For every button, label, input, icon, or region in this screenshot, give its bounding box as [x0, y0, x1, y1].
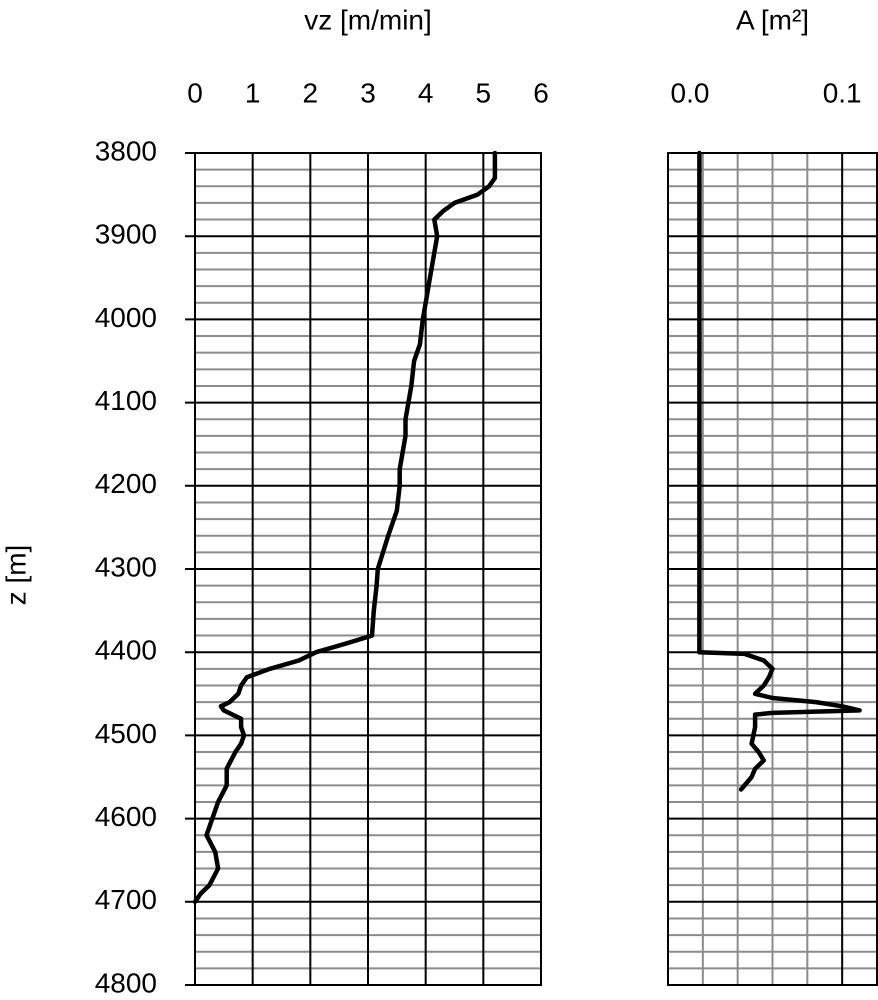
- x-tick-label: 4: [418, 77, 434, 108]
- y-tick-label: 4300: [95, 551, 157, 582]
- y-tick-label: 4600: [95, 801, 157, 832]
- x-axis-title: A [m²]: [736, 4, 809, 35]
- y-tick-label: 4200: [95, 468, 157, 499]
- y-tick-label: 4400: [95, 635, 157, 666]
- plot-frame: [194, 152, 542, 986]
- y-tick-label: 4500: [95, 718, 157, 749]
- x-tick-label: 0.0: [671, 77, 710, 108]
- y-tick-label: 3800: [95, 135, 157, 166]
- plot-frame: [667, 152, 878, 986]
- y-tick-label: 4000: [95, 302, 157, 333]
- data-line: [697, 150, 862, 792]
- x-axis-title: vz [m/min]: [304, 4, 432, 35]
- x-tick-label: 2: [303, 77, 319, 108]
- y-tick-label: 3900: [95, 219, 157, 250]
- y-tick-label: 4800: [95, 967, 157, 998]
- x-tick-label: 0.1: [823, 77, 862, 108]
- y-axis-title: z [m]: [0, 545, 31, 606]
- data-line: [192, 150, 498, 905]
- x-tick-label: 3: [360, 77, 376, 108]
- x-tick-label: 6: [533, 77, 549, 108]
- y-tick-label: 4100: [95, 385, 157, 416]
- x-tick-label: 1: [245, 77, 261, 108]
- x-tick-label: 0: [187, 77, 203, 108]
- x-tick-label: 5: [476, 77, 492, 108]
- y-tick-label: 4700: [95, 884, 157, 915]
